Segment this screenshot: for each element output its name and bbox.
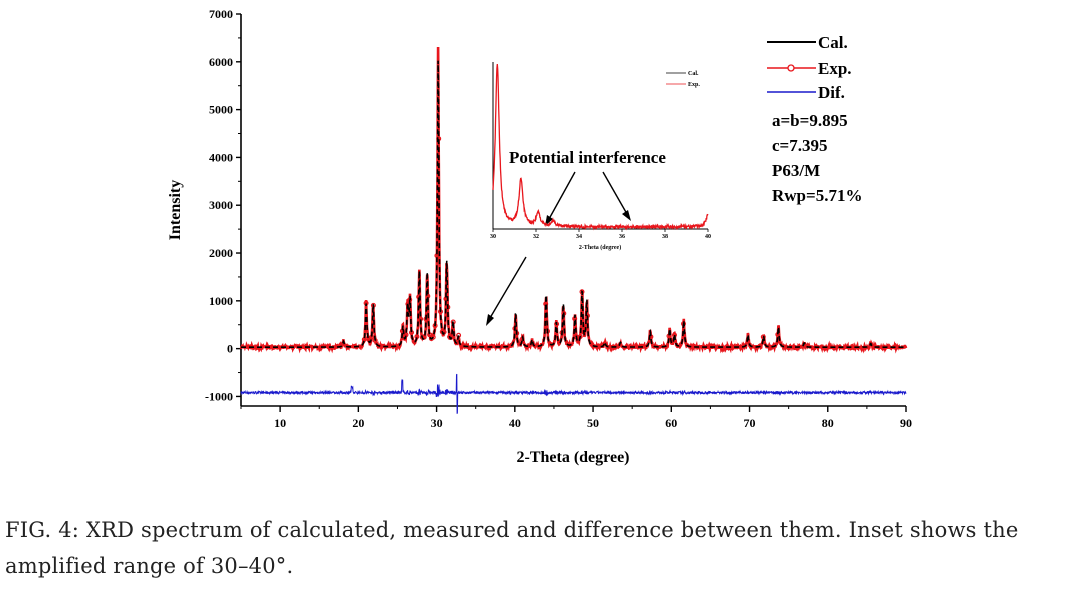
x-tick-label: 40 bbox=[509, 416, 521, 430]
y-tick-label: -1000 bbox=[205, 389, 233, 403]
inset-ticks: 30 32 34 36 38 40 bbox=[490, 229, 711, 240]
arrow-right bbox=[602, 171, 628, 215]
x-ticks: 10 20 30 40 50 60 70 80 90 bbox=[240, 406, 912, 430]
x-tick-label: 50 bbox=[587, 416, 599, 430]
arrow-right-head bbox=[622, 210, 631, 221]
figure-caption: FIG. 4: XRD spectrum of calculated, meas… bbox=[5, 512, 1077, 584]
xrd-figure: 7000 6000 5000 4000 3000 2000 1000 0 -1000 10 20 3… bbox=[167, 7, 912, 466]
inset-series bbox=[492, 63, 709, 231]
difference-line bbox=[240, 373, 907, 414]
y-tick-label: 1000 bbox=[209, 294, 233, 308]
y-tick-label: 7000 bbox=[209, 7, 233, 21]
legend-cal-label: Cal. bbox=[818, 33, 848, 52]
inset-x-tick-label: 38 bbox=[662, 234, 668, 240]
inset-x-tick-label: 40 bbox=[705, 234, 711, 240]
x-tick-label: 20 bbox=[352, 416, 364, 430]
legend-dif-label: Dif. bbox=[818, 83, 845, 102]
y-tick-label: 0 bbox=[227, 342, 233, 356]
space-group: P63/M bbox=[772, 161, 820, 180]
inset-plot: 30 32 34 36 38 40 2-Theta (degree) Cal. Exp. bbox=[490, 62, 711, 251]
legend: Cal. Exp. Dif. bbox=[767, 33, 852, 102]
potential-interference-label: Potential interference bbox=[509, 148, 666, 167]
refinement-parameters: a=b=9.895 c=7.395 P63/M Rwp=5.71% bbox=[772, 111, 862, 205]
inset-legend-cal-label: Cal. bbox=[688, 71, 699, 77]
arrow-left-head bbox=[545, 215, 553, 226]
x-tick-label: 60 bbox=[665, 416, 677, 430]
lattice-ab: a=b=9.895 bbox=[772, 111, 848, 130]
inset-x-tick-label: 32 bbox=[533, 234, 539, 240]
x-tick-label: 80 bbox=[822, 416, 834, 430]
y-tick-label: 5000 bbox=[209, 103, 233, 117]
inset-x-tick-label: 36 bbox=[619, 234, 625, 240]
caption-line-2: amplified range of 30–40°. bbox=[5, 554, 294, 578]
inset-x-tick-label: 34 bbox=[576, 234, 582, 240]
y-tick-label: 2000 bbox=[209, 246, 233, 260]
y-tick-label: 3000 bbox=[209, 198, 233, 212]
arrow-main-head bbox=[486, 314, 494, 326]
legend-exp-marker bbox=[787, 64, 795, 72]
x-tick-label: 70 bbox=[744, 416, 756, 430]
x-tick-label: 10 bbox=[274, 416, 286, 430]
x-axis-title: 2-Theta (degree) bbox=[517, 449, 630, 466]
main-plot: 7000 6000 5000 4000 3000 2000 1000 0 -1000 10 20 3… bbox=[167, 7, 912, 466]
inset-x-axis-title: 2-Theta (degree) bbox=[579, 244, 621, 251]
y-tick-label: 6000 bbox=[209, 55, 233, 69]
y-tick-label: 4000 bbox=[209, 150, 233, 164]
caption-line-1: FIG. 4: XRD spectrum of calculated, meas… bbox=[5, 518, 1019, 542]
calculated-series bbox=[241, 60, 906, 348]
y-ticks: 7000 6000 5000 4000 3000 2000 1000 0 -1000 bbox=[205, 7, 241, 403]
arrow-main bbox=[489, 256, 527, 319]
annotation-arrows bbox=[486, 171, 631, 326]
inset-experimental-line bbox=[492, 63, 709, 231]
x-tick-label: 30 bbox=[431, 416, 443, 430]
arrow-left bbox=[548, 171, 576, 220]
rwp-value: Rwp=5.71% bbox=[772, 186, 862, 205]
legend-exp-label: Exp. bbox=[818, 59, 852, 78]
calculated-line bbox=[241, 60, 906, 348]
inset-x-tick-label: 30 bbox=[490, 234, 496, 240]
x-tick-label: 90 bbox=[900, 416, 912, 430]
difference-series bbox=[240, 373, 907, 414]
lattice-c: c=7.395 bbox=[772, 136, 827, 155]
y-axis-title: Intensity bbox=[167, 180, 184, 240]
experimental-point bbox=[430, 334, 436, 340]
inset-legend-exp-label: Exp. bbox=[688, 82, 700, 88]
